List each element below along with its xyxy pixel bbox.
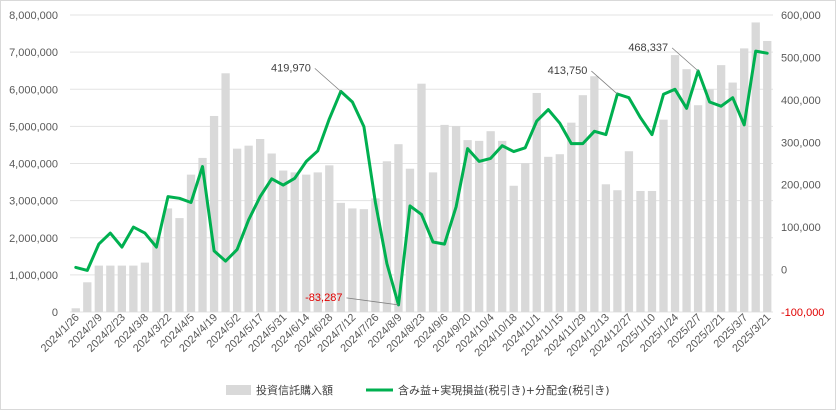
bar bbox=[117, 265, 127, 312]
bar bbox=[486, 131, 495, 312]
bar bbox=[705, 89, 714, 312]
x-axis-ticks: 2024/1/262024/2/92024/2/232024/3/82024/3… bbox=[39, 312, 774, 359]
bar bbox=[578, 95, 587, 312]
left-axis-tick-label: 1,000,000 bbox=[9, 270, 58, 282]
bar bbox=[636, 190, 645, 312]
bar bbox=[256, 138, 265, 312]
line-path bbox=[74, 49, 769, 307]
bar bbox=[613, 190, 622, 312]
bar bbox=[371, 198, 380, 312]
bar bbox=[498, 140, 507, 312]
bar bbox=[359, 209, 369, 312]
bar bbox=[244, 145, 253, 312]
right-axis-tick-label: -100,000 bbox=[781, 307, 824, 319]
bar bbox=[290, 172, 299, 312]
bar bbox=[590, 76, 599, 312]
bar bbox=[348, 208, 357, 312]
annotation-leader bbox=[591, 70, 618, 95]
bar bbox=[175, 218, 184, 312]
bar bbox=[763, 40, 772, 313]
bar bbox=[532, 92, 541, 313]
annotation-label: 413,750 bbox=[548, 65, 588, 77]
right-axis-tick-label: 100,000 bbox=[781, 222, 821, 234]
right-axis-ticks: -100,000 0 100,000 200,000 300,000 400,000 500… bbox=[781, 10, 824, 319]
left-axis-tick-label: 3,000,000 bbox=[9, 196, 58, 208]
left-axis-tick-label: 4,000,000 bbox=[9, 159, 58, 171]
bar bbox=[624, 151, 634, 312]
bar bbox=[405, 168, 415, 312]
bar bbox=[94, 265, 103, 312]
bar bbox=[232, 148, 242, 312]
left-axis-tick-label: 5,000,000 bbox=[9, 121, 58, 133]
bar bbox=[601, 184, 611, 312]
right-axis-tick-label: 300,000 bbox=[781, 137, 821, 149]
bar bbox=[71, 308, 80, 312]
bar bbox=[209, 115, 219, 312]
bar bbox=[647, 190, 657, 312]
legend: 投資信託購入額 含み益+実現損益(税引き)+分配金(税引き) bbox=[226, 383, 610, 397]
bar bbox=[302, 174, 311, 312]
bar bbox=[140, 262, 150, 312]
bar bbox=[382, 161, 392, 312]
bar bbox=[106, 265, 115, 312]
bar bbox=[544, 156, 553, 312]
legend-bar-label: 投資信託購入額 bbox=[256, 383, 333, 397]
line-series bbox=[74, 49, 769, 307]
annotation-leader bbox=[671, 47, 699, 72]
bar bbox=[463, 140, 472, 312]
bar bbox=[728, 82, 737, 312]
annotation-label: 468,337 bbox=[628, 42, 668, 54]
bar bbox=[555, 154, 564, 312]
bar bbox=[474, 140, 484, 312]
left-axis-tick-label: 7,000,000 bbox=[9, 47, 58, 59]
right-axis-tick-label: 400,000 bbox=[781, 95, 821, 107]
bar bbox=[521, 163, 530, 312]
bar bbox=[186, 174, 196, 312]
right-axis-tick-label: 600,000 bbox=[781, 10, 821, 22]
bar bbox=[325, 165, 334, 312]
bar bbox=[716, 65, 726, 313]
legend-line-label: 含み益+実現損益(税引き)+分配金(税引き) bbox=[398, 383, 610, 397]
annotation-label: -83,287 bbox=[305, 292, 342, 304]
bar bbox=[659, 119, 668, 312]
right-axis-tick-label: 0 bbox=[781, 265, 787, 277]
left-axis-tick-label: 2,000,000 bbox=[9, 233, 58, 245]
bar bbox=[751, 22, 760, 313]
bar-series bbox=[71, 22, 772, 313]
bar bbox=[163, 208, 173, 312]
bar bbox=[417, 83, 426, 313]
bar bbox=[394, 144, 403, 312]
bar bbox=[567, 122, 576, 312]
left-axis-tick-label: 6,000,000 bbox=[9, 84, 58, 96]
bar bbox=[83, 282, 92, 312]
right-axis-tick-label: 500,000 bbox=[781, 52, 821, 64]
bar bbox=[740, 48, 749, 312]
bar bbox=[279, 170, 288, 312]
left-axis-tick-label: 8,000,000 bbox=[9, 10, 58, 22]
bar bbox=[336, 202, 345, 312]
right-axis-tick-label: 200,000 bbox=[781, 180, 821, 192]
bar bbox=[221, 73, 230, 312]
bar bbox=[152, 237, 161, 312]
bar bbox=[682, 69, 691, 312]
legend-bar-swatch bbox=[226, 385, 251, 395]
left-axis-ticks: 0 1,000,000 2,000,000 3,000,000 4,000,000 5,0… bbox=[9, 10, 58, 319]
annotation-leader bbox=[314, 68, 342, 92]
bar bbox=[693, 105, 703, 313]
bar bbox=[313, 172, 322, 312]
annotation-label: 419,970 bbox=[271, 62, 311, 74]
annotation-leader bbox=[346, 297, 399, 306]
bar bbox=[670, 55, 680, 312]
annotations: 419,970 -83,287 413,750 468,337 bbox=[271, 42, 699, 306]
bar bbox=[198, 157, 207, 312]
bar bbox=[509, 185, 518, 312]
bar bbox=[440, 124, 449, 312]
bar bbox=[451, 126, 461, 312]
bar bbox=[129, 265, 138, 312]
bar bbox=[267, 153, 276, 312]
left-axis-tick-label: 0 bbox=[52, 307, 58, 319]
